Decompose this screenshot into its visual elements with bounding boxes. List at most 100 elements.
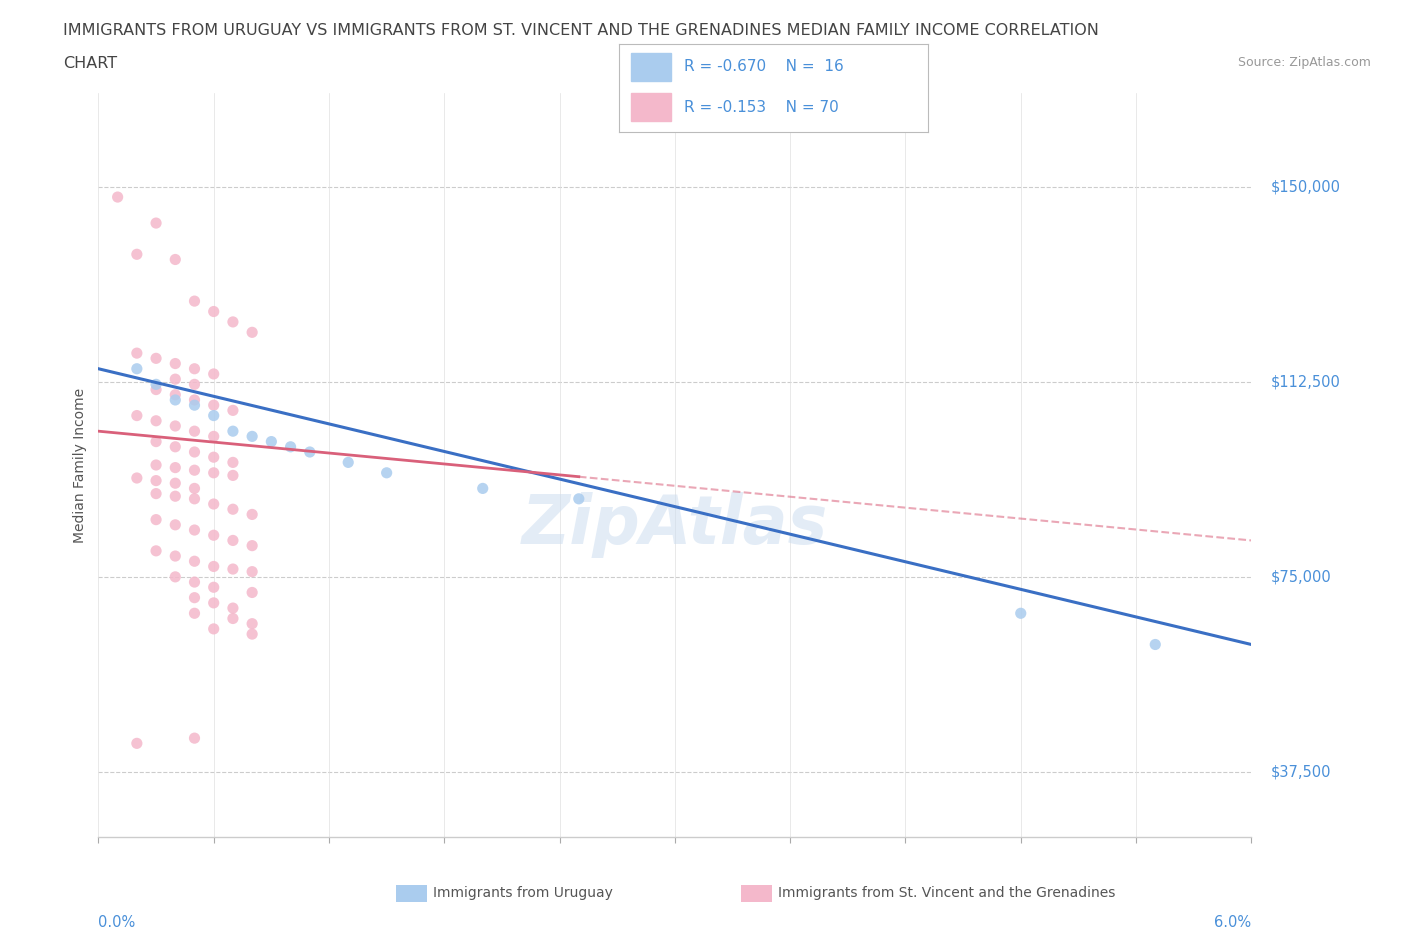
Point [202,528,225,543]
Point [240,617,263,631]
Point [165,476,187,491]
Text: $37,500: $37,500 [1271,764,1331,779]
Point [165,549,187,564]
Point [375,465,398,480]
Point [145,351,167,365]
Point [337,455,360,470]
Point [240,507,263,522]
Text: 6.0%: 6.0% [1215,915,1251,930]
Point [165,489,187,504]
Point [202,497,225,512]
Point [183,553,205,568]
Point [183,377,205,392]
Point [183,523,205,538]
Point [183,491,205,506]
Point [145,473,167,488]
Bar [631,52,671,81]
Point [202,398,225,413]
Point [165,439,187,454]
Point [145,377,167,392]
Point [222,562,245,577]
Point [260,434,283,449]
Point [145,382,167,397]
Point [165,252,187,267]
Point [1144,637,1167,652]
Text: ZipAtlas: ZipAtlas [522,492,828,557]
Point [165,356,187,371]
Point [145,434,167,449]
Point [107,190,129,205]
Point [222,611,245,626]
Point [222,455,245,470]
Text: R = -0.670    N =  16: R = -0.670 N = 16 [683,60,844,74]
Point [183,481,205,496]
Point [183,591,205,605]
Point [183,362,205,377]
Text: $75,000: $75,000 [1271,569,1331,584]
Point [125,362,148,377]
Point [202,304,225,319]
Point [202,595,225,610]
Point [183,731,205,746]
Point [165,517,187,532]
Point [165,569,187,584]
Point [202,465,225,480]
Point [202,429,225,444]
Point [125,246,148,261]
Point [145,543,167,558]
Point [240,538,263,553]
Text: Source: ZipAtlas.com: Source: ZipAtlas.com [1237,56,1371,69]
Text: Immigrants from St. Vincent and the Grenadines: Immigrants from St. Vincent and the Gren… [778,885,1115,900]
Point [568,491,591,506]
Bar [631,93,671,122]
Point [202,559,225,574]
Point [202,408,225,423]
Text: $150,000: $150,000 [1271,179,1340,194]
Point [471,481,494,496]
Point [125,471,148,485]
Y-axis label: Median Family Income: Median Family Income [73,388,87,542]
Text: Immigrants from Uruguay: Immigrants from Uruguay [433,885,613,900]
Point [240,627,263,642]
Point [222,601,245,616]
Point [165,387,187,402]
Point [183,605,205,620]
Point [145,413,167,428]
Point [145,486,167,501]
Point [298,445,321,459]
Text: $112,500: $112,500 [1271,374,1340,390]
Point [125,736,148,751]
Point [222,314,245,329]
Point [183,398,205,413]
Point [183,463,205,478]
Point [202,621,225,636]
Point [222,533,245,548]
Point [222,502,245,517]
Point [240,429,263,444]
Text: R = -0.153    N = 70: R = -0.153 N = 70 [683,100,838,114]
Point [183,294,205,309]
Point [183,392,205,407]
Point [240,565,263,579]
Point [222,403,245,418]
Point [222,424,245,439]
Point [222,468,245,483]
Point [202,450,225,465]
Text: IMMIGRANTS FROM URUGUAY VS IMMIGRANTS FROM ST. VINCENT AND THE GRENADINES MEDIAN: IMMIGRANTS FROM URUGUAY VS IMMIGRANTS FR… [63,23,1099,38]
Point [202,579,225,594]
Point [183,575,205,590]
Point [183,424,205,439]
Text: 0.0%: 0.0% [98,915,135,930]
Point [165,460,187,475]
Point [165,372,187,387]
Point [145,512,167,527]
Point [1010,605,1032,620]
Point [202,366,225,381]
Point [183,445,205,459]
Text: CHART: CHART [63,56,117,71]
Point [240,325,263,339]
Point [145,216,167,231]
Point [145,458,167,472]
Point [165,418,187,433]
Point [280,439,302,454]
